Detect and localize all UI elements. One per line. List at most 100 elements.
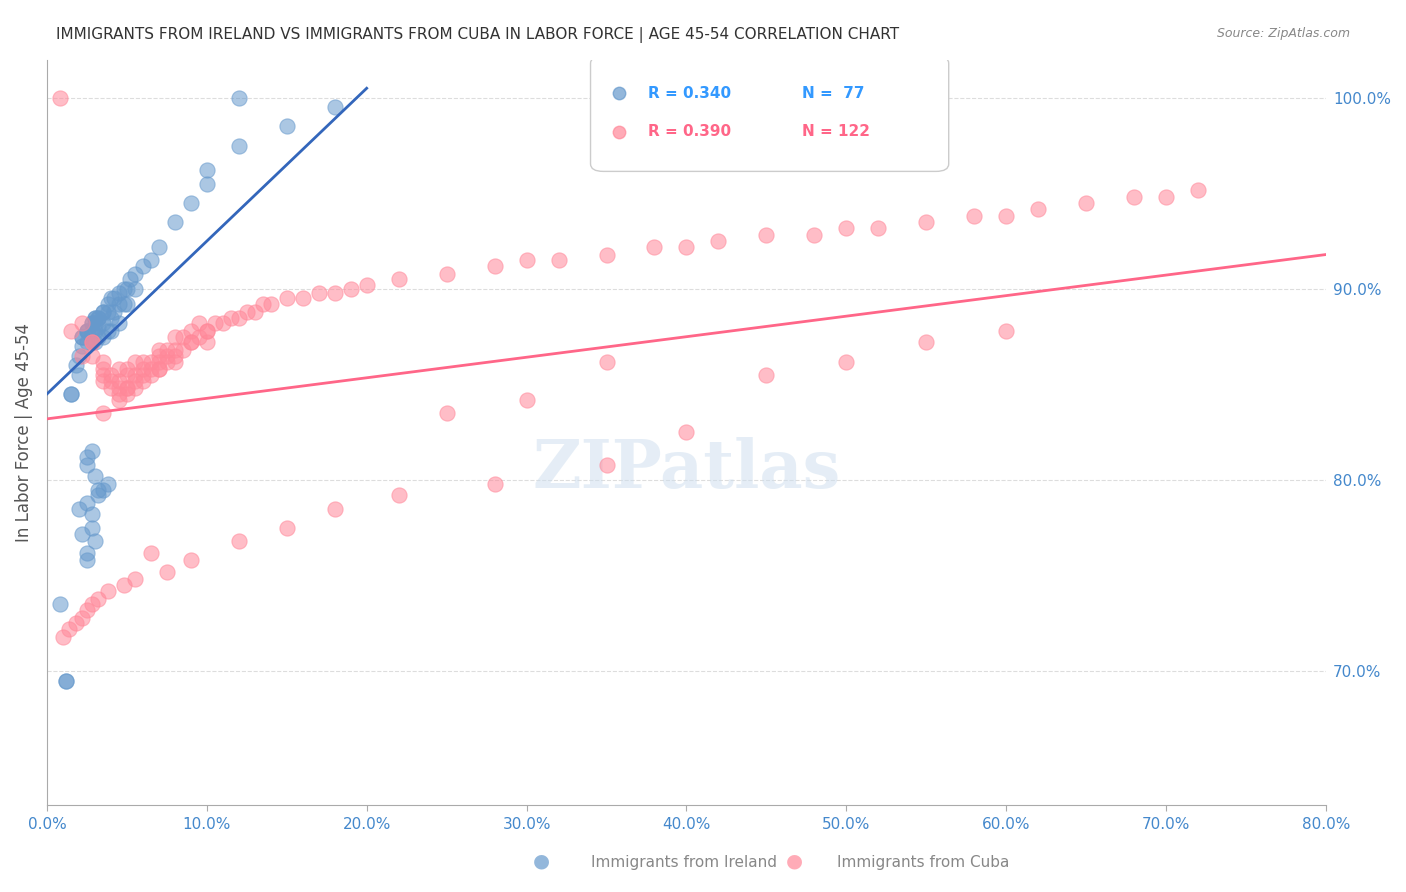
Point: [76, 324, 98, 338]
Point: [87, 329, 110, 343]
Point: [195, 335, 218, 350]
Point: [243, 305, 266, 319]
Point: [516, 392, 538, 407]
Point: [187, 329, 209, 343]
Point: [80, 597, 103, 611]
Point: [156, 354, 179, 368]
Point: [995, 209, 1018, 223]
Point: [163, 349, 186, 363]
Point: [108, 285, 131, 300]
Point: [156, 343, 179, 357]
Point: [70, 329, 93, 343]
Point: [91, 305, 114, 319]
Point: [1187, 182, 1209, 196]
Point: [115, 381, 138, 395]
Text: Immigrants from Cuba: Immigrants from Cuba: [837, 855, 1010, 870]
Point: [91, 305, 114, 319]
Point: [70, 610, 93, 624]
Point: [1026, 202, 1049, 216]
Point: [76, 553, 98, 567]
Point: [180, 324, 202, 338]
Point: [148, 354, 170, 368]
Point: [228, 310, 250, 325]
Point: [124, 573, 146, 587]
Point: [83, 335, 105, 350]
Point: [132, 354, 155, 368]
Text: N = 122: N = 122: [801, 125, 869, 139]
Point: [48, 91, 70, 105]
Text: ZIPatlas: ZIPatlas: [533, 437, 841, 502]
Point: [148, 343, 170, 357]
Text: ●: ●: [786, 851, 803, 871]
Point: [83, 534, 105, 549]
Point: [675, 240, 697, 254]
Point: [211, 316, 233, 330]
Point: [124, 374, 146, 388]
Point: [83, 310, 105, 325]
Point: [163, 343, 186, 357]
Point: [915, 335, 938, 350]
Point: [59, 324, 82, 338]
Point: [755, 228, 778, 243]
Point: [91, 354, 114, 368]
Point: [112, 282, 135, 296]
Point: [115, 368, 138, 382]
Point: [115, 282, 138, 296]
Point: [180, 553, 202, 567]
Point: [132, 374, 155, 388]
Point: [103, 305, 125, 319]
Point: [91, 368, 114, 382]
Point: [323, 285, 346, 300]
Point: [80, 316, 103, 330]
Point: [156, 565, 179, 579]
Point: [80, 521, 103, 535]
Point: [103, 292, 125, 306]
Point: [100, 381, 122, 395]
Point: [356, 278, 378, 293]
Point: [323, 100, 346, 114]
Point: [276, 292, 298, 306]
Point: [91, 316, 114, 330]
Point: [108, 387, 131, 401]
Point: [91, 374, 114, 388]
Point: [547, 253, 569, 268]
Point: [52, 630, 75, 644]
Point: [59, 387, 82, 401]
Point: [156, 349, 179, 363]
Point: [180, 335, 202, 350]
Point: [70, 316, 93, 330]
Point: [219, 310, 242, 325]
Point: [172, 329, 194, 343]
Text: R = 0.390: R = 0.390: [648, 125, 731, 139]
Point: [236, 305, 259, 319]
Point: [87, 488, 110, 502]
Point: [148, 240, 170, 254]
Point: [436, 406, 458, 420]
Point: [595, 354, 617, 368]
Point: [228, 534, 250, 549]
Text: Source: ZipAtlas.com: Source: ZipAtlas.com: [1216, 27, 1350, 40]
Point: [100, 368, 122, 382]
Point: [195, 324, 218, 338]
Point: [755, 368, 778, 382]
Point: [707, 234, 730, 248]
Point: [163, 354, 186, 368]
Point: [80, 508, 103, 522]
Point: [1123, 190, 1146, 204]
Point: [139, 253, 162, 268]
Point: [308, 285, 330, 300]
Point: [148, 362, 170, 376]
Point: [83, 316, 105, 330]
Point: [132, 368, 155, 382]
Point: [108, 374, 131, 388]
Text: R = 0.340: R = 0.340: [648, 86, 731, 101]
Point: [1154, 190, 1177, 204]
Point: [97, 583, 120, 598]
Point: [48, 597, 70, 611]
Point: [76, 496, 98, 510]
Point: [388, 272, 411, 286]
Point: [80, 335, 103, 350]
Point: [55, 673, 77, 688]
Point: [91, 362, 114, 376]
Y-axis label: In Labor Force | Age 45-54: In Labor Force | Age 45-54: [15, 323, 32, 541]
